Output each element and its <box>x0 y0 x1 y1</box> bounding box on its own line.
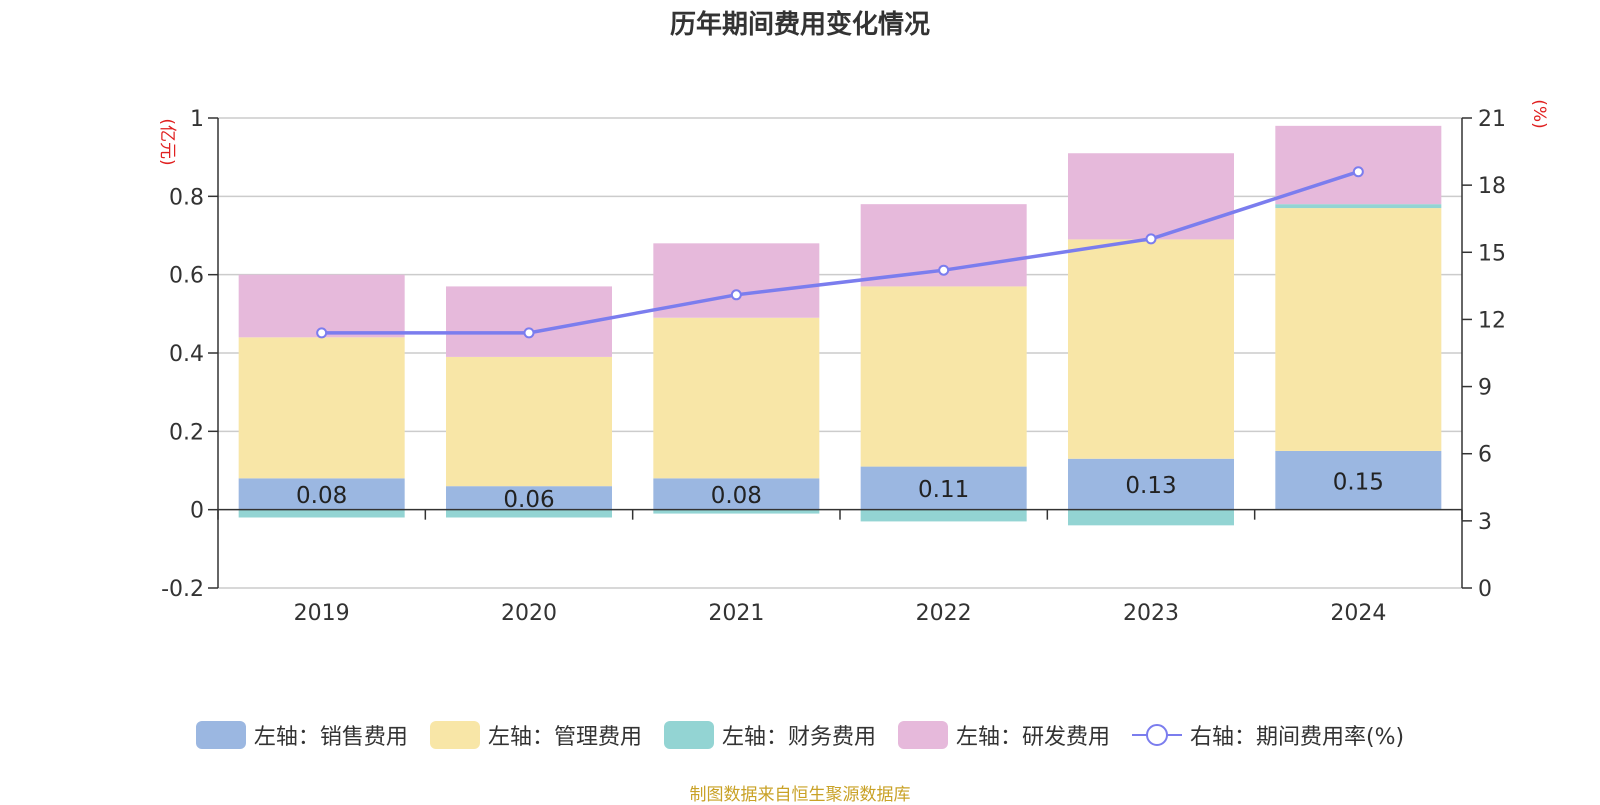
y-left-tick-label: 0.4 <box>169 342 204 367</box>
x-tick-label-2019: 2019 <box>294 601 350 626</box>
bar-series0-2019 <box>238 478 405 510</box>
legend-label: 右轴：期间费用率(%) <box>1189 725 1405 750</box>
bar-series1-2022 <box>860 286 1027 467</box>
y-left-tick-label: 0.2 <box>169 420 204 445</box>
bar-series0-2021 <box>653 478 820 510</box>
bar-series2-2020 <box>446 509 612 518</box>
y-left-tick-label: 0 <box>190 499 204 524</box>
bar-series0-2020 <box>446 486 612 510</box>
bar-series1-2021 <box>653 317 820 479</box>
y-left-tick-label: -0.2 <box>161 577 204 602</box>
source-note: 制图数据来自恒生聚源数据库 <box>689 785 911 805</box>
line-point-2021 <box>730 289 742 301</box>
bar-series2-2024 <box>1275 204 1442 209</box>
data-label-2019: 0.08 <box>296 483 347 509</box>
legend-label: 左轴：财务费用 <box>721 725 876 750</box>
bar-series1-2024 <box>1275 208 1442 451</box>
legend: 左轴：销售费用 左轴：管理费用 左轴：财务费用 左轴：研发费用 右轴：期间费用率(%) <box>0 718 1600 752</box>
data-label-2021: 0.08 <box>711 483 762 509</box>
bar-series2-2022 <box>860 509 1027 522</box>
line-series-rate <box>321 170 1359 335</box>
y-left-tick-label: 0.6 <box>169 264 204 289</box>
y-right-tick-label: 15 <box>1478 241 1506 266</box>
bar-series1-2023 <box>1068 239 1234 459</box>
x-tick-label-2021: 2021 <box>708 601 764 626</box>
legend-item-0[interactable]: 左轴：销售费用 <box>195 719 408 751</box>
legend-swatch <box>195 721 246 749</box>
bar-series0-2023 <box>1068 458 1234 510</box>
bar-series2-2023 <box>1068 509 1234 526</box>
legend-label: 左轴：销售费用 <box>253 725 408 750</box>
bar-series3-2019 <box>238 274 405 338</box>
data-label-2020: 0.06 <box>503 487 554 513</box>
legend-swatch <box>897 721 948 749</box>
y-left-unit: (亿元) <box>157 118 177 165</box>
legend-label: 左轴：研发费用 <box>955 725 1110 750</box>
bar-series3-2023 <box>1068 153 1234 240</box>
line-point-2023 <box>1145 233 1157 245</box>
bar-series3-2024 <box>1275 125 1442 205</box>
y-left-tick-label: 1 <box>190 107 204 132</box>
line-point-2024 <box>1352 166 1364 178</box>
line-point-2022 <box>938 264 950 276</box>
legend-line-marker-icon <box>1131 721 1182 749</box>
legend-item-3[interactable]: 左轴：研发费用 <box>897 719 1110 751</box>
bar-series2-2019 <box>238 509 405 518</box>
y-right-unit: (%) <box>1529 99 1549 128</box>
y-left-tick-label: 0.8 <box>169 185 204 210</box>
bar-series2-2021 <box>653 509 820 514</box>
y-right-tick-label: 0 <box>1478 577 1492 602</box>
x-tick-label-2023: 2023 <box>1123 601 1179 626</box>
y-right-tick-label: 9 <box>1478 376 1492 401</box>
legend-item-1[interactable]: 左轴：管理费用 <box>429 719 642 751</box>
y-right-tick-label: 6 <box>1478 443 1492 468</box>
y-right-tick-label: 12 <box>1478 308 1506 333</box>
bar-series0-2022 <box>860 466 1027 510</box>
y-right-tick-label: 18 <box>1478 174 1506 199</box>
legend-label: 左轴：管理费用 <box>487 725 642 750</box>
legend-swatch <box>429 721 480 749</box>
data-label-2022: 0.11 <box>918 477 969 503</box>
y-right-tick-label: 21 <box>1478 107 1506 132</box>
y-right-tick-label: 3 <box>1478 510 1492 535</box>
bar-series1-2019 <box>238 337 405 479</box>
chart-title: 历年期间费用变化情况 <box>669 10 930 40</box>
x-tick-label-2024: 2024 <box>1330 601 1386 626</box>
x-tick-label-2020: 2020 <box>501 601 557 626</box>
line-point-2019 <box>316 327 328 339</box>
legend-swatch <box>663 721 714 749</box>
legend-item-4[interactable]: 右轴：期间费用率(%) <box>1131 719 1405 751</box>
line-point-2020 <box>523 327 535 339</box>
data-label-2024: 0.15 <box>1333 469 1384 495</box>
x-tick-label-2022: 2022 <box>916 601 972 626</box>
legend-item-2[interactable]: 左轴：财务费用 <box>663 719 876 751</box>
data-label-2023: 0.13 <box>1125 473 1176 499</box>
bar-series0-2024 <box>1275 450 1442 510</box>
bar-series1-2020 <box>446 356 612 487</box>
